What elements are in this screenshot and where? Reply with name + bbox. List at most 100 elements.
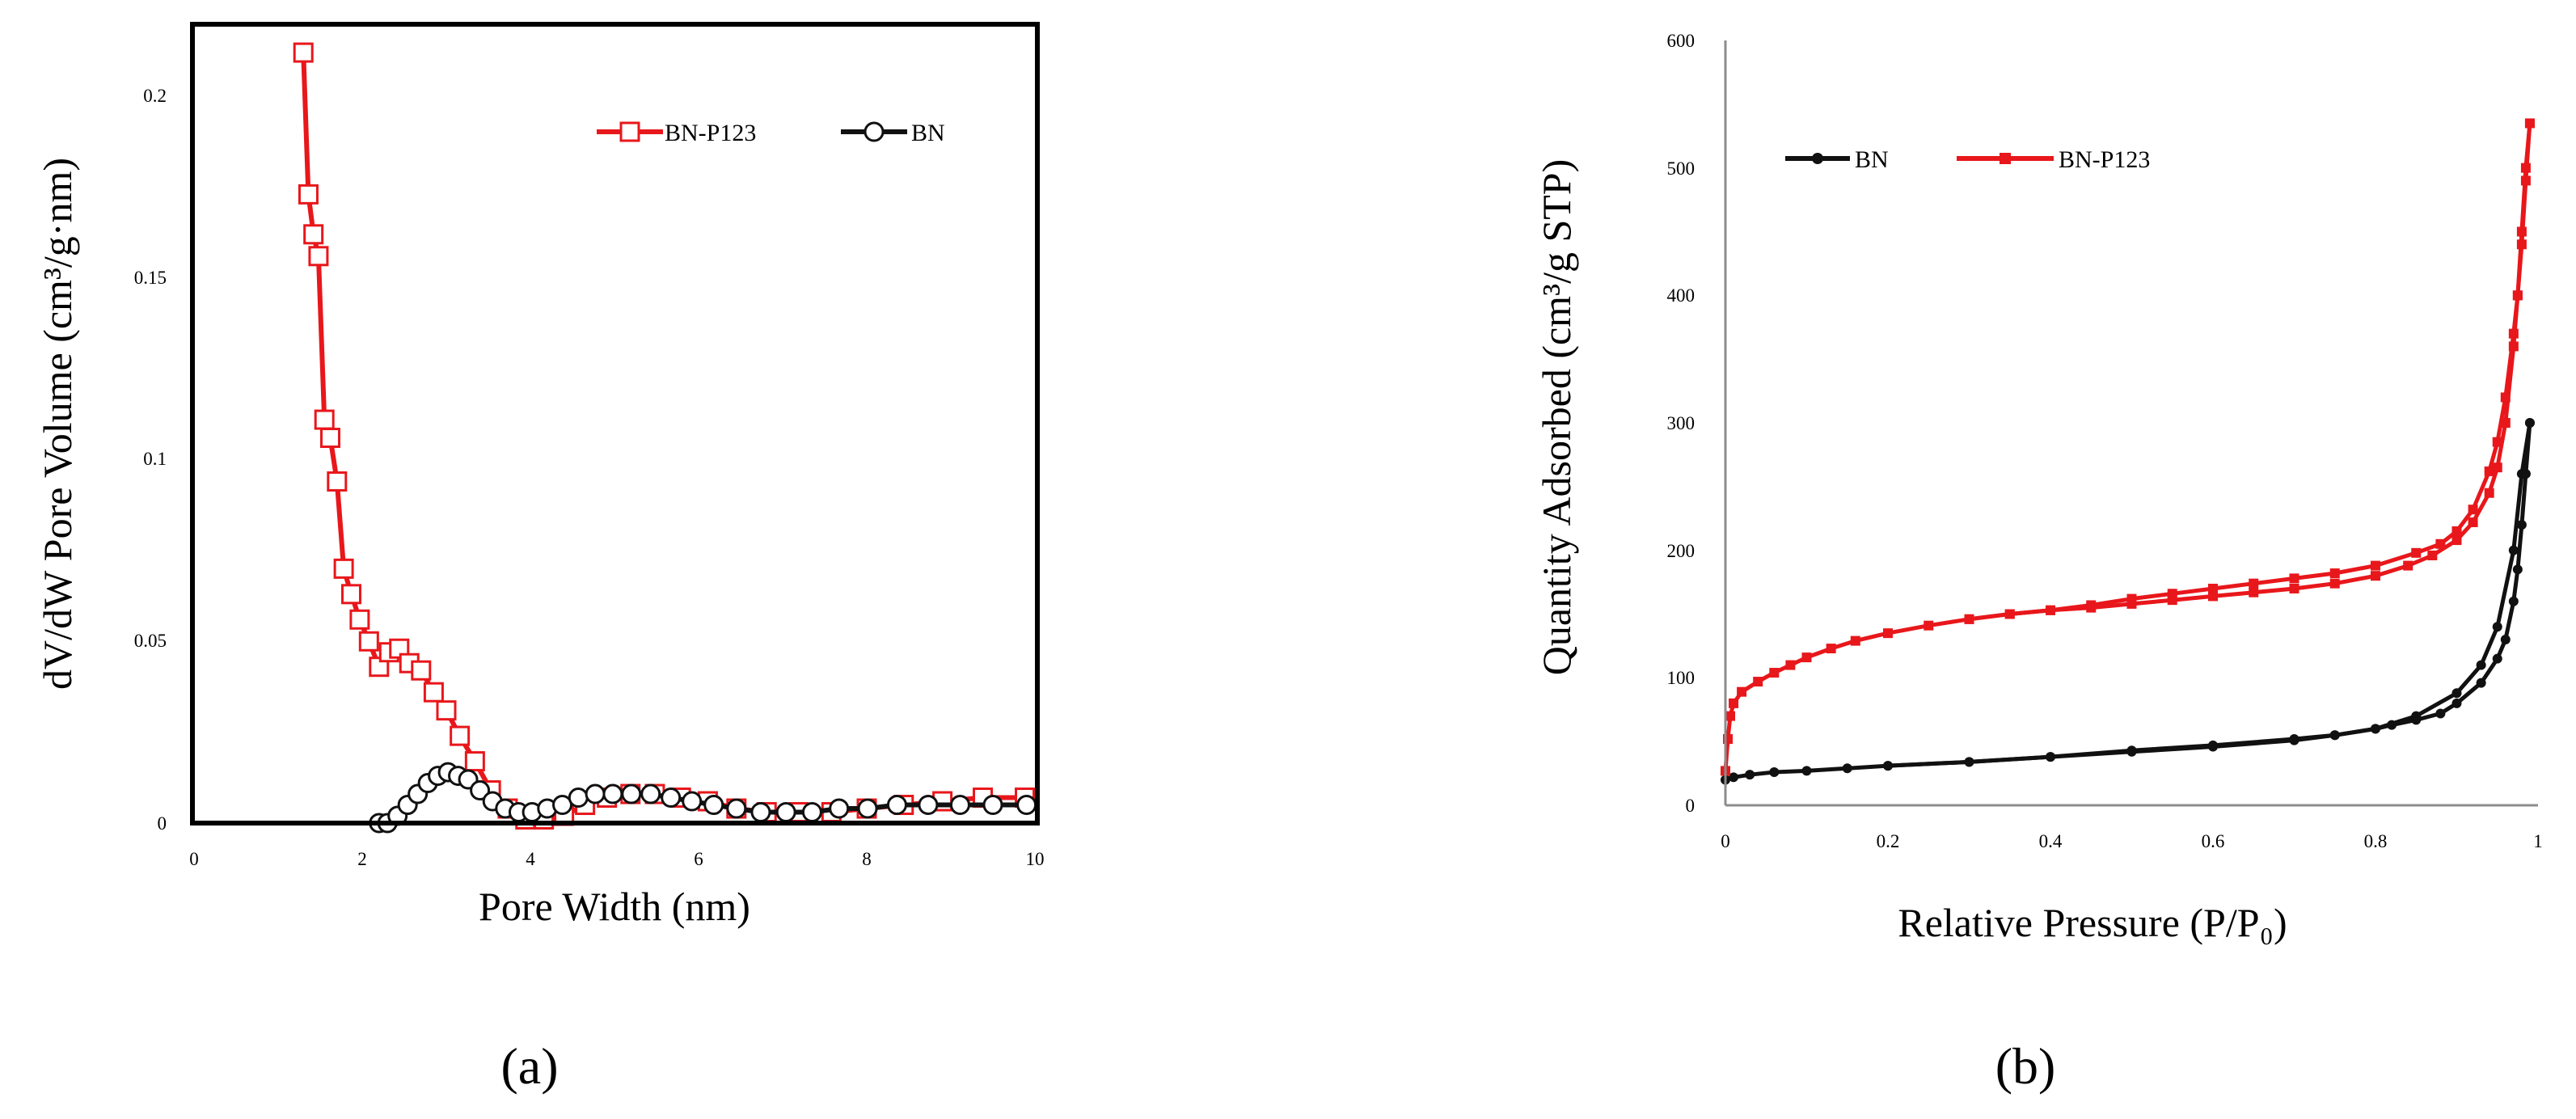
series-bn-p123-point — [411, 660, 432, 681]
series-bn-point — [829, 798, 850, 819]
chart-a-plot — [293, 42, 1037, 834]
series-bn-p123-point — [2411, 547, 2422, 558]
chart-b-ytick-label: 500 — [1667, 158, 1696, 179]
series-bn-point — [2508, 545, 2519, 555]
series-bn-p123-point — [2249, 578, 2259, 589]
legend-bn-label: BN — [911, 120, 945, 146]
series-bn-p123-point — [1785, 660, 1796, 670]
panel-a: 0 0.05 0.1 0.15 0.2 0 2 4 6 8 10 Pore Wi… — [35, 22, 1045, 1095]
series-bn-point — [2476, 678, 2486, 688]
series-bn-p123-point — [2208, 583, 2218, 593]
series-bn-p123-point — [2004, 609, 2015, 619]
chart-a-xtick-label: 6 — [694, 849, 703, 869]
series-bn-p123-point — [2484, 466, 2494, 476]
chart-a-ytick-label: 0 — [158, 813, 167, 834]
chart-b-legend: BN BN-P123 — [1785, 146, 2150, 173]
series-bn-p123-point — [308, 246, 329, 267]
chart-a-xtick-label: 8 — [862, 849, 872, 869]
panel-label-b: (b) — [1995, 1037, 2056, 1095]
series-bn-point — [1801, 766, 1812, 776]
series-bn-p123-point — [1850, 636, 1860, 646]
series-bn-p123-point — [319, 428, 340, 449]
series-bn-point — [2508, 596, 2519, 606]
series-bn-p123-point — [1883, 628, 1893, 639]
chart-b-xtick-label: 1 — [2533, 831, 2543, 851]
series-bn-p123-point — [333, 558, 354, 579]
series-bn-p123-point — [2086, 600, 2097, 610]
series-bn-point — [2516, 520, 2527, 530]
series-bn-point — [552, 795, 573, 816]
legend-bn-p123-label: BN-P123 — [665, 120, 756, 146]
series-bn-p123-point — [2492, 462, 2502, 473]
chart-b-plot — [1721, 118, 2535, 785]
series-bn-p123-point — [2451, 535, 2462, 546]
series-bn-point — [640, 783, 661, 804]
series-bn-point — [2451, 698, 2462, 708]
series-bn-p123-point — [2484, 488, 2494, 498]
chart-b-ytick-label: 600 — [1667, 31, 1696, 51]
panel-b: 0 100 200 300 400 500 600 0 0.2 0.4 0.6 … — [1534, 31, 2543, 1095]
series-bn-point — [568, 788, 589, 809]
chart-a-xtick-label: 4 — [526, 849, 535, 869]
series-bn-p123-point — [2167, 589, 2177, 599]
series-bn-p123-point — [2403, 560, 2413, 571]
series-bn-line — [1887, 422, 2532, 768]
series-bn-point — [1729, 772, 1739, 783]
chart-b-ytick-label: 400 — [1667, 285, 1696, 306]
series-bn-p123-point — [303, 224, 324, 245]
series-bn-point — [2435, 708, 2446, 719]
series-bn-p123-point — [2520, 175, 2531, 186]
series-bn-point — [857, 798, 878, 819]
series-bn-p123-point — [298, 184, 319, 205]
series-bn-p123-point — [293, 42, 314, 63]
series-bn-point — [661, 788, 682, 809]
series-bn-p123-point — [327, 471, 348, 492]
chart-b-ytick-label: 300 — [1667, 413, 1696, 433]
series-bn-point — [2411, 715, 2422, 725]
series-bn-point — [1842, 763, 1852, 774]
series-bn-point — [2208, 740, 2218, 750]
series-bn-point — [2476, 660, 2486, 670]
series-bn-p123-point — [2492, 437, 2502, 447]
series-bn-p123-point — [1753, 677, 1763, 687]
series-bn-p123-point — [1801, 652, 1812, 663]
series-bn-p123-line — [1723, 123, 2532, 771]
chart-b-y-axis-title: Quantity Adsorbed (cm³/g STP) — [1534, 159, 1579, 676]
series-bn-point — [602, 783, 623, 804]
series-bn-p123-point — [436, 700, 457, 721]
series-bn-point — [1883, 761, 1893, 771]
chart-b-xtick-label: 0.6 — [2202, 831, 2225, 851]
series-bn-p123-point — [2435, 538, 2446, 549]
series-bn-p123-point — [314, 409, 335, 430]
series-bn-p123-point — [2524, 118, 2535, 129]
chart-b-x-axis-title: Relative Pressure (P/P₀) — [1898, 900, 2287, 945]
series-bn-point — [2046, 752, 2055, 762]
series-bn-p123-point — [1769, 668, 1780, 678]
chart-a-x-axis-title: Pore Width (nm) — [479, 884, 750, 929]
series-bn-p123-point — [1725, 711, 1736, 721]
series-bn-p123-point — [2289, 573, 2299, 584]
chart-a-plot-frame — [190, 22, 1040, 826]
series-bn-p123-point — [2249, 587, 2259, 598]
series-bn-p123-point — [2329, 578, 2340, 589]
series-bn-p123-line — [301, 52, 1025, 822]
chart-b-xtick-label: 0.8 — [2364, 831, 2388, 851]
series-bn-point — [2289, 734, 2299, 745]
series-bn-p123-point — [2329, 568, 2340, 579]
series-bn-point — [703, 795, 724, 816]
series-bn-point — [2524, 418, 2535, 428]
chart-a-ytick-label: 0.1 — [143, 449, 167, 469]
chart-b-ytick-label: 200 — [1667, 541, 1696, 561]
series-bn-p123-point — [2046, 605, 2055, 615]
series-bn-p123-point — [2500, 392, 2511, 403]
series-bn-point — [726, 798, 747, 819]
series-bn-point — [2500, 635, 2511, 645]
series-bn-point — [949, 795, 970, 816]
series-bn-p123-point — [423, 682, 444, 703]
series-bn-p123-point — [2468, 505, 2478, 515]
series-bn-point — [918, 795, 939, 816]
chart-b-xtick-label: 0.4 — [2039, 831, 2063, 851]
series-bn-point — [2451, 688, 2462, 699]
chart-a-y-axis-title: dV/dW Pore Volume (cm³/g·nm) — [35, 158, 80, 690]
